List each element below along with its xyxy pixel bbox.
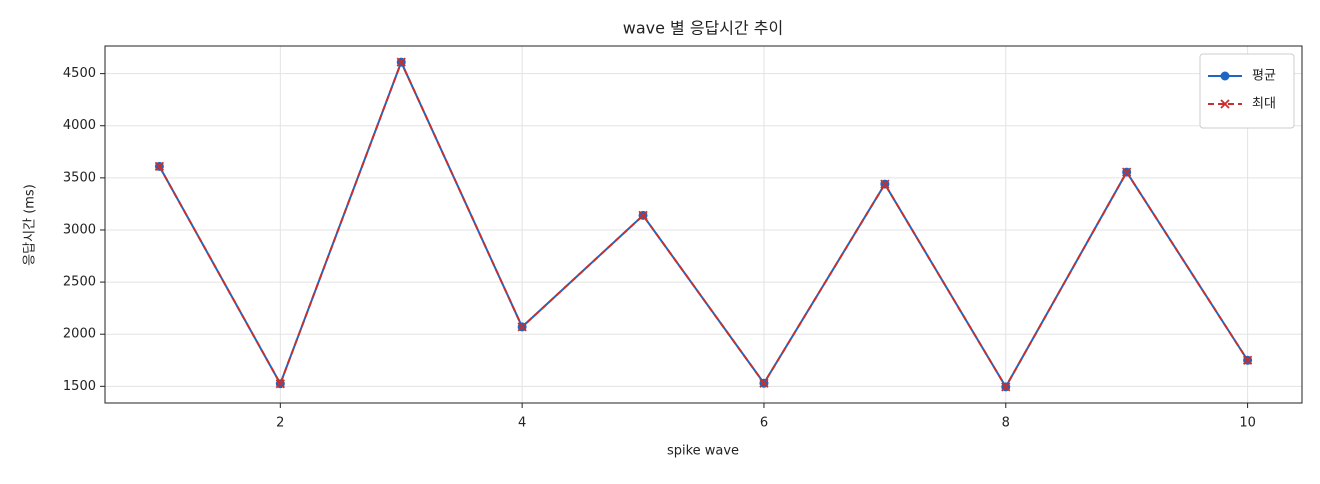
y-tick-label: 4000: [63, 118, 96, 133]
point: [759, 378, 769, 388]
point: [880, 179, 890, 189]
legend-marker: [1220, 99, 1230, 109]
y-tick-label: 4500: [63, 66, 96, 81]
y-tick-label: 3000: [63, 222, 96, 237]
y-tick-label: 2500: [63, 275, 96, 290]
y-tick-label: 1500: [63, 379, 96, 394]
series-line: [158, 59, 1249, 389]
point: [1001, 382, 1011, 392]
legend-label: 평균: [1252, 69, 1276, 84]
series-line: [158, 59, 1249, 389]
y-tick-label: 3500: [63, 170, 96, 185]
legend-label: 최대: [1252, 97, 1276, 112]
point: [275, 379, 285, 389]
legend-marker: [1220, 71, 1230, 81]
point: [396, 57, 406, 67]
chart-title: wave 별 응답시간 추이: [623, 19, 784, 38]
point: [638, 210, 648, 221]
x-axis-label: spike wave: [667, 444, 739, 459]
x-tick-label: 4: [518, 416, 526, 431]
y-axis-label: 응답시간 (ms): [23, 184, 38, 266]
point: [154, 161, 165, 172]
plot-frame: [104, 45, 1303, 404]
x-tick-label: 10: [1239, 416, 1256, 431]
point: [1242, 355, 1253, 365]
legend-box: [1199, 53, 1295, 129]
x-tick-label: 2: [276, 416, 284, 431]
point: [1122, 167, 1132, 177]
y-tick-label: 2000: [63, 327, 96, 342]
x-tick-label: 8: [1002, 416, 1010, 431]
point: [517, 322, 527, 332]
x-tick-label: 6: [760, 416, 768, 431]
